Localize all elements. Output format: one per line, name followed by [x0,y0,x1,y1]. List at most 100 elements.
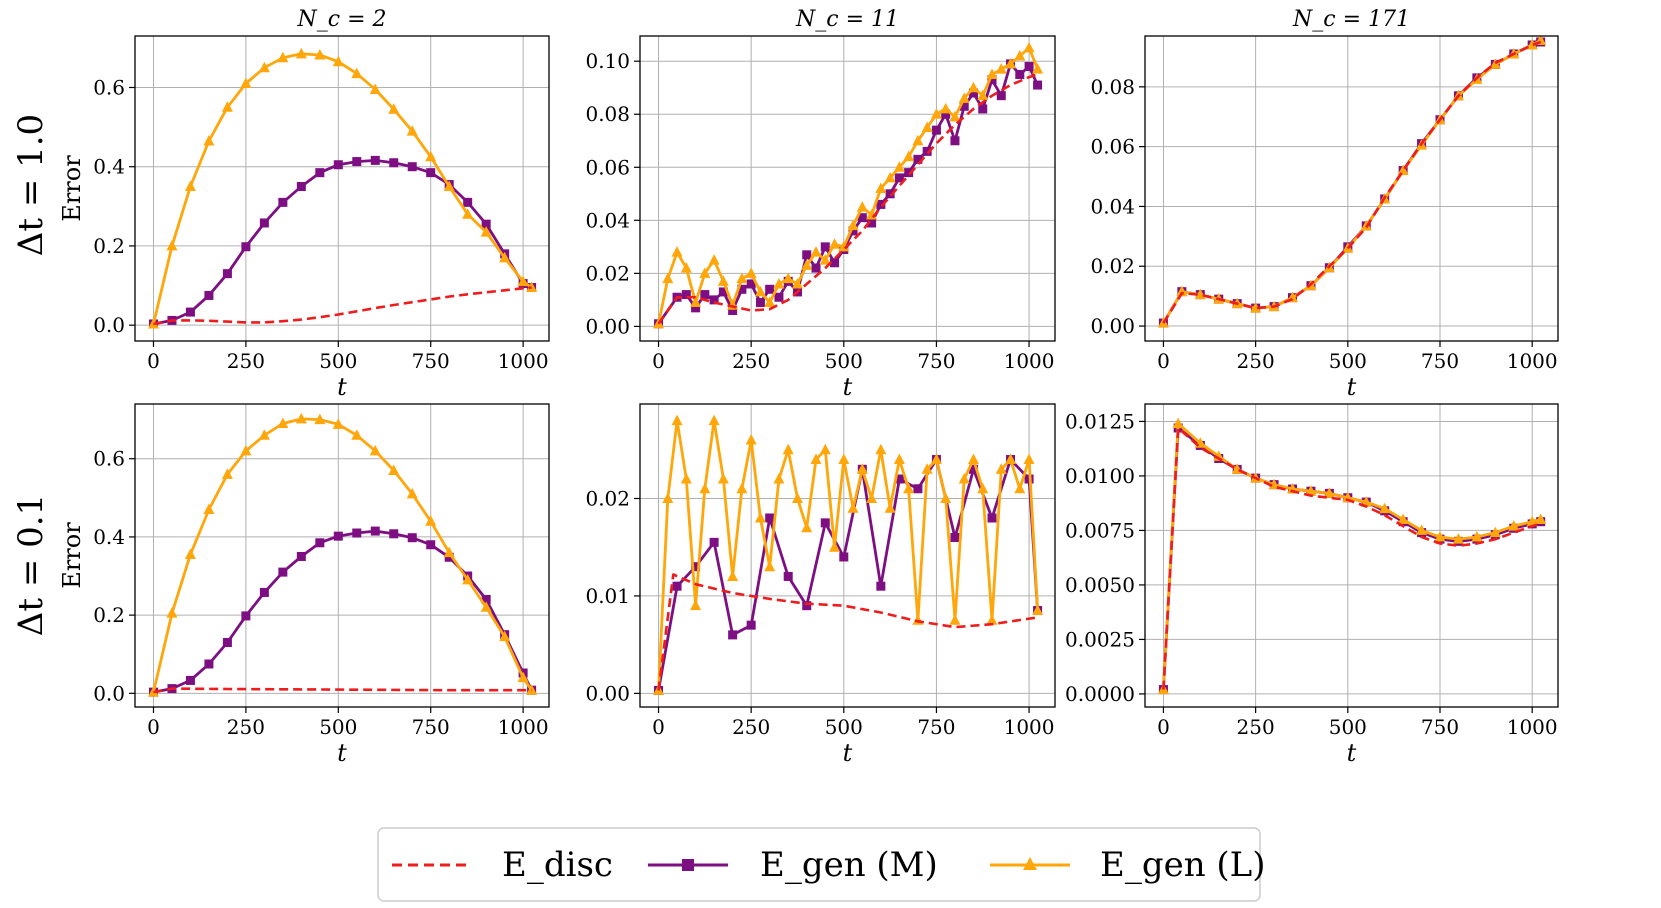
series-point-triangle [1005,57,1017,69]
series-point-triangle [930,453,942,465]
row-label-dt-0-1: Δt = 0.1 [11,494,51,636]
series-point-square [802,250,812,260]
series-point-triangle [930,108,942,119]
series-point-triangle [1005,453,1017,465]
x-tick-label: 750 [1421,349,1459,373]
y-tick-label: 0.4 [93,155,125,179]
series-point-square [691,562,701,572]
series-point-square [996,91,1006,101]
series-point-triangle [819,254,831,265]
series-point-triangle [773,473,785,484]
x-tick-label: 500 [1329,349,1367,373]
series-point-square [894,173,904,183]
series-point-square [950,136,960,146]
series-point-triangle [166,239,178,251]
series-point-triangle [462,573,474,585]
series-point-triangle [884,502,896,513]
y-tick-label: 0.02 [585,487,630,511]
panel-title: N_c = 171 [1292,7,1410,32]
y-tick-label: 0.06 [1090,135,1135,159]
series-point-square [1033,80,1043,90]
series-point-square [746,279,756,289]
series-point-triangle [856,201,868,212]
series-group [147,412,538,697]
series-point-triangle [736,482,748,494]
series-point-triangle [462,208,474,219]
y-tick-label: 0.0075 [1065,518,1135,542]
y-tick-label: 0.01 [585,584,630,608]
series-point-triangle [221,101,233,112]
legend-gen-m-label: E_gen (M) [760,845,938,885]
series-point-square [463,197,473,207]
x-tick-label: 0 [652,715,665,739]
series-point-triangle [893,161,905,172]
series-point-square [987,513,997,523]
series-point-square [709,537,719,547]
series-point-triangle [995,63,1007,74]
series-point-triangle [1526,515,1538,527]
legend-gen-m-marker [682,859,694,871]
x-tick-label: 750 [412,715,450,739]
series-point-triangle [893,453,905,465]
series-line-dashed [153,687,532,694]
x-tick-label: 750 [412,349,450,373]
x-tick-label: 500 [319,349,357,373]
panel-title: N_c = 2 [297,7,387,32]
y-tick-label: 0.00 [585,681,630,705]
series-point-triangle [671,246,683,257]
x-tick-label: 750 [917,715,955,739]
series-point-square [848,226,858,236]
series-point-triangle [921,463,933,474]
x-tick-label: 250 [1237,349,1275,373]
series-point-square [737,284,747,294]
x-tick-label: 1000 [498,349,549,373]
series-point-triangle [977,89,989,101]
series-point-square [352,528,362,538]
x-tick-label: 1000 [1004,349,1055,373]
series-point-triangle [977,482,989,494]
series-point-triangle [801,259,813,270]
series-point-square [913,154,923,164]
x-tick-label: 500 [825,715,863,739]
series-point-triangle [277,417,289,429]
series-point-triangle [810,246,822,257]
x-tick-label: 750 [1421,715,1459,739]
y-tick-label: 0.02 [585,261,630,285]
y-tick-label: 0.0100 [1065,464,1135,488]
series-point-triangle [745,434,757,445]
series-point-triangle [1508,520,1520,531]
series-point-triangle [1379,502,1391,514]
series-point-square [444,552,454,562]
y-tick-label: 0.0025 [1065,627,1135,651]
series-point-triangle [940,492,952,504]
x-axis-label: t [1347,739,1357,767]
series-point-triangle [1452,533,1464,544]
series-point-square [811,263,821,273]
x-tick-label: 0 [1157,715,1170,739]
x-tick-label: 0 [147,349,160,373]
x-tick-label: 250 [1237,715,1275,739]
series-line-square [1162,40,1542,324]
y-tick-label: 0.0125 [1065,409,1135,433]
series-point-triangle [662,272,674,284]
series-point-triangle [388,103,400,114]
series-point-triangle [791,492,803,504]
series-point-triangle [736,272,748,284]
axes-frame [134,403,550,708]
series-point-square [922,146,932,156]
series-point-square [296,551,306,561]
series-point-triangle [967,453,979,465]
series-point-square [672,581,682,591]
series-point-triangle [791,277,803,289]
series-point-triangle [856,463,868,474]
series-point-triangle [717,473,729,484]
series-point-square [830,258,840,268]
series-point-square [241,611,251,621]
series-point-triangle [314,49,326,60]
panel-title: N_c = 11 [795,7,899,32]
series-line-triangle [152,52,533,325]
series-point-triangle [708,414,720,426]
series-line-dashed [1162,426,1542,690]
series-point-square [185,675,195,685]
series-point-triangle [986,614,998,625]
